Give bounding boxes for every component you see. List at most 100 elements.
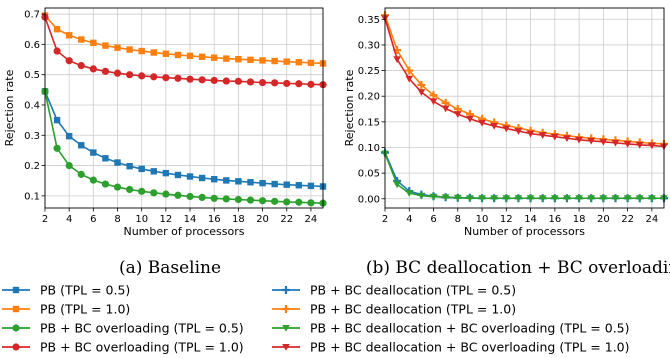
data-point-0-2 — [234, 195, 242, 204]
data-point-1-2 — [490, 195, 498, 203]
legend-item: PB + BC deallocation + BC overloading (T… — [272, 340, 630, 355]
data-point-0-0 — [295, 182, 303, 189]
data-point-1-3 — [563, 135, 571, 143]
data-point-0-3 — [150, 73, 158, 81]
series-line-0-0 — [44, 91, 324, 188]
data-point-0-0 — [259, 179, 266, 187]
x-tick-label: 24 — [305, 214, 318, 225]
data-point-0-1 — [198, 53, 206, 60]
legend-marker — [282, 305, 290, 313]
data-point-1-2 — [417, 192, 426, 200]
data-point-1-1 — [417, 80, 426, 89]
data-point-0-0 — [114, 159, 121, 166]
legend: PB (TPL = 0.5) PB (TPL = 1.0) PB + BC over… — [2, 283, 630, 355]
data-point-0-1 — [235, 56, 242, 63]
data-point-0-0 — [198, 174, 206, 182]
data-point-1-2 — [453, 194, 462, 202]
legend-item: PB + BC overloading (TPL = 1.0) — [2, 340, 244, 355]
x-tick-label: 22 — [280, 214, 293, 225]
y-tick-label: 0.3 — [24, 131, 40, 142]
data-point-1-1 — [405, 66, 414, 75]
y-axis-label: Rejection rate — [343, 69, 356, 146]
data-point-0-0 — [78, 142, 85, 149]
data-point-0-3 — [174, 74, 182, 82]
legend-item: PB + BC overloading (TPL = 0.5) — [2, 321, 244, 336]
x-axis-label: Number of processors — [123, 225, 244, 238]
series-line-1-3 — [384, 18, 665, 148]
x-tick-label: 22 — [621, 214, 634, 225]
data-point-1-2 — [429, 193, 438, 201]
data-point-1-3 — [611, 139, 620, 147]
plot-frame — [384, 7, 665, 209]
x-tick-label: 6 — [430, 214, 436, 225]
data-point-0-1 — [78, 36, 85, 43]
data-point-0-1 — [259, 57, 266, 64]
data-point-0-2 — [150, 189, 158, 197]
x-tick-label: 8 — [455, 214, 461, 225]
series-line-0-1 — [44, 15, 324, 65]
legend-marker — [282, 325, 290, 332]
data-point-0-3 — [186, 75, 194, 83]
y-tick-label: 0.05 — [358, 169, 380, 180]
x-tick-label: 18 — [573, 214, 586, 225]
caption-bc-deallocation-overloading: (b) BC deallocation + BC overloading — [366, 258, 670, 278]
data-point-0-1 — [283, 58, 290, 65]
data-point-0-1 — [295, 59, 303, 66]
y-tick-label: 0.10 — [358, 143, 380, 154]
data-point-0-1 — [138, 47, 145, 55]
x-tick-label: 14 — [524, 214, 537, 225]
data-point-0-3 — [65, 57, 73, 65]
data-point-1-3 — [575, 136, 583, 144]
data-point-0-3 — [198, 76, 206, 84]
data-point-0-3 — [222, 77, 230, 85]
data-point-0-2 — [258, 197, 267, 205]
data-point-0-1 — [174, 51, 182, 59]
data-point-0-3 — [258, 78, 267, 87]
data-point-0-3 — [210, 76, 218, 85]
data-point-0-2 — [222, 195, 230, 203]
x-tick-label: 2 — [382, 214, 388, 225]
data-point-0-2 — [174, 191, 182, 199]
legend-label: PB + BC overloading (TPL = 1.0) — [40, 340, 244, 355]
data-point-1-3 — [623, 140, 632, 148]
data-point-0-2 — [77, 170, 85, 178]
data-point-0-2 — [246, 196, 255, 204]
y-tick-label: 0.30 — [358, 40, 380, 51]
data-point-0-3 — [271, 79, 279, 87]
data-point-1-3 — [538, 132, 547, 139]
legend-marker — [282, 286, 290, 294]
data-point-1-3 — [453, 111, 462, 118]
data-point-0-3 — [162, 74, 170, 82]
data-point-0-3 — [138, 72, 146, 80]
data-point-0-1 — [223, 55, 230, 62]
data-point-1-2 — [502, 195, 511, 203]
y-tick-label: 0.2 — [24, 161, 40, 172]
chart-baseline: 2 4 6 8 10 12 14 16 18 20 22 240.10.20.30.40.50.60.… — [3, 7, 327, 238]
data-point-1-3 — [587, 137, 596, 145]
data-point-0-2 — [210, 194, 218, 202]
data-point-0-2 — [89, 176, 97, 184]
series-line-1-0 — [384, 152, 664, 200]
data-point-1-2 — [551, 195, 559, 203]
data-point-0-3 — [89, 65, 97, 73]
data-point-0-0 — [283, 181, 290, 188]
data-point-0-1 — [53, 26, 61, 33]
data-point-0-3 — [53, 47, 61, 55]
data-point-1-3 — [635, 141, 644, 149]
legend-label: PB + BC deallocation + BC overloading (T… — [310, 321, 630, 336]
legend-label: PB + BC deallocation (TPL = 1.0) — [310, 302, 516, 317]
data-point-0-0 — [126, 162, 133, 170]
legend-marker — [12, 343, 20, 351]
data-point-0-0 — [162, 169, 170, 177]
legend-item: PB (TPL = 0.5) — [2, 283, 130, 298]
data-point-0-3 — [126, 71, 134, 79]
data-point-1-2 — [611, 195, 620, 203]
legend-marker — [12, 324, 20, 332]
series-line-0-2 — [44, 91, 324, 204]
data-point-0-3 — [283, 79, 291, 88]
data-point-1-3 — [478, 119, 486, 127]
legend-marker — [12, 305, 20, 313]
data-point-0-0 — [235, 178, 242, 185]
data-point-0-2 — [307, 199, 315, 207]
